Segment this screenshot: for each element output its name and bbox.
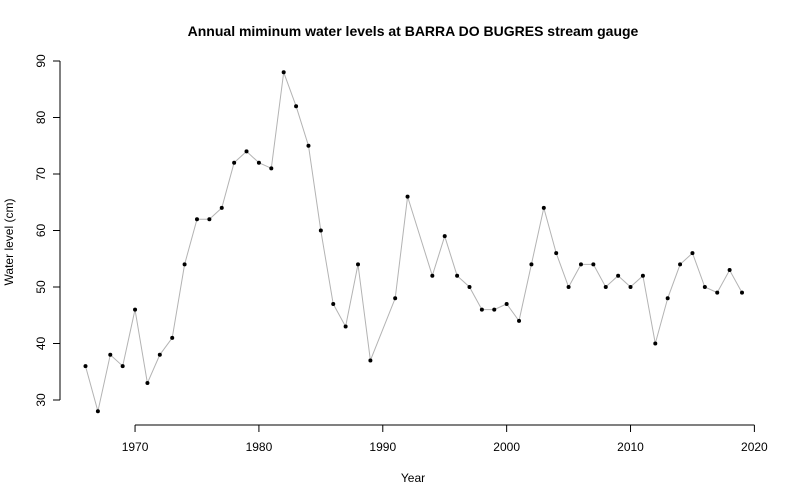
x-tick-label: 2000	[493, 440, 520, 454]
x-axis: 1970 1980 1990 2000 2010 2020	[122, 424, 768, 454]
data-point	[430, 273, 435, 278]
data-point	[244, 149, 249, 154]
data-point	[690, 251, 695, 256]
data-point	[194, 217, 199, 222]
data-point	[467, 285, 472, 289]
data-point	[479, 307, 484, 312]
data-point	[83, 364, 88, 369]
data-point	[653, 341, 658, 346]
y-tick-label: 90	[34, 54, 48, 68]
y-tick-label: 60	[34, 224, 48, 238]
data-point	[368, 358, 373, 363]
x-tick-label: 1970	[122, 440, 149, 454]
data-point	[529, 262, 534, 267]
data-point	[170, 335, 175, 340]
data-point	[256, 160, 261, 165]
data-point	[628, 285, 633, 289]
chart-title: Annual miminum water levels at BARRA DO …	[188, 23, 639, 39]
x-tick-label: 2010	[617, 440, 644, 454]
x-tick-label: 1980	[246, 440, 273, 454]
data-point	[517, 318, 522, 323]
data-point	[95, 409, 100, 414]
data-point	[306, 143, 311, 148]
data-point	[157, 352, 162, 357]
data-point	[702, 285, 707, 289]
data-point	[442, 234, 447, 239]
data-point	[640, 273, 645, 278]
series-line	[85, 72, 743, 412]
data-point	[554, 251, 559, 256]
data-point	[133, 307, 138, 312]
y-tick-label: 80	[34, 111, 48, 125]
data-point	[145, 381, 150, 386]
data-point	[455, 273, 460, 278]
x-tick-label: 2020	[741, 440, 768, 454]
data-point	[616, 273, 621, 278]
data-point	[281, 70, 286, 75]
data-point	[393, 296, 398, 301]
data-point	[269, 166, 274, 171]
data-point	[182, 262, 187, 267]
data-point	[678, 262, 683, 267]
data-point	[603, 285, 608, 289]
y-tick-label: 70	[34, 167, 48, 181]
data-point	[740, 290, 744, 295]
data-point	[294, 104, 299, 109]
data-point	[504, 301, 509, 306]
data-point	[207, 217, 212, 222]
data-point	[108, 352, 113, 357]
data-point	[665, 296, 670, 301]
data-point	[715, 290, 720, 295]
data-point	[727, 268, 732, 273]
data-point	[120, 364, 125, 369]
data-point	[356, 262, 361, 267]
x-tick-label: 1990	[369, 440, 396, 454]
plot-area	[83, 70, 744, 414]
data-point	[219, 205, 224, 210]
y-tick-label: 50	[34, 280, 48, 294]
data-point	[232, 160, 237, 165]
data-point	[492, 307, 497, 312]
data-point	[578, 262, 583, 267]
data-point	[343, 324, 348, 329]
data-point	[541, 205, 546, 210]
y-tick-label: 30	[34, 393, 48, 407]
data-point	[318, 228, 323, 233]
y-tick-label: 40	[34, 337, 48, 351]
y-axis-label: Water level (cm)	[2, 199, 16, 286]
x-axis-label: Year	[401, 471, 425, 485]
data-point	[331, 301, 336, 306]
data-point	[566, 285, 571, 289]
y-axis: 30 40 50 60 70 80 90	[34, 54, 61, 407]
data-point	[591, 262, 596, 267]
data-point	[405, 194, 410, 199]
